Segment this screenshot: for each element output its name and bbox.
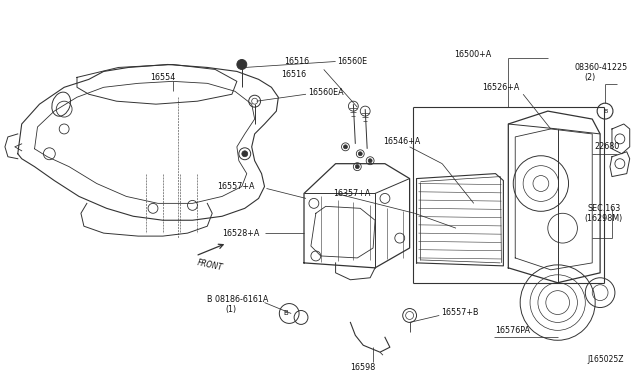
- Text: 08360-41225: 08360-41225: [575, 63, 628, 72]
- Text: 16560EA: 16560EA: [308, 88, 344, 97]
- Text: 16554: 16554: [150, 73, 175, 82]
- Text: (2): (2): [584, 73, 596, 82]
- Text: 16516: 16516: [282, 70, 307, 79]
- Circle shape: [358, 152, 362, 156]
- Text: 16557+A: 16557+A: [217, 182, 255, 191]
- Circle shape: [242, 151, 248, 157]
- Circle shape: [344, 145, 348, 149]
- Text: 16598: 16598: [350, 363, 376, 372]
- Text: 16528+A: 16528+A: [222, 229, 259, 238]
- Text: B: B: [603, 109, 607, 113]
- Circle shape: [355, 165, 359, 169]
- Text: 16500+A: 16500+A: [454, 50, 492, 59]
- Text: 16546+A: 16546+A: [383, 137, 420, 146]
- Text: B: B: [284, 311, 289, 317]
- Text: 22680: 22680: [594, 142, 620, 151]
- Text: (1): (1): [225, 305, 236, 314]
- Text: 16560E: 16560E: [337, 57, 368, 66]
- Text: SEC.163: SEC.163: [588, 204, 621, 213]
- Text: 16357+A: 16357+A: [333, 189, 371, 198]
- Circle shape: [368, 159, 372, 163]
- Text: FRONT: FRONT: [196, 259, 224, 273]
- Text: 16576PA: 16576PA: [495, 326, 531, 335]
- Text: J165025Z: J165025Z: [588, 355, 624, 363]
- Text: B 08186-6161A: B 08186-6161A: [207, 295, 269, 304]
- Text: 16526+A: 16526+A: [482, 83, 519, 92]
- Text: 16557+B: 16557+B: [441, 308, 479, 317]
- Text: (16298M): (16298M): [584, 214, 623, 223]
- Text: 16516: 16516: [284, 57, 309, 66]
- Circle shape: [237, 60, 247, 70]
